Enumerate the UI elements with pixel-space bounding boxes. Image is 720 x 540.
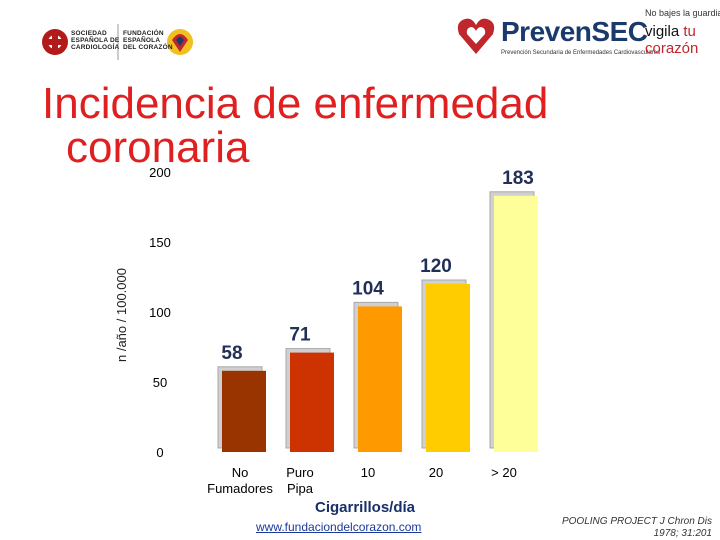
sec-logo-line: ESPAÑOLA DE	[71, 37, 120, 44]
corazon-word: corazón	[645, 40, 699, 57]
y-tick-label: 0	[156, 445, 163, 460]
website-link[interactable]: www.fundaciondelcorazon.com	[256, 520, 422, 534]
fundacion-logo-line: DEL CORAZÓN	[123, 44, 173, 51]
vigila-word: vigila	[645, 23, 680, 40]
fundacion-logo-line: ESPAÑOLA	[123, 37, 161, 44]
vigila-tu-corazon-logo: No bajes la guardia vigila tu corazón	[645, 8, 720, 66]
tu-word: tu	[683, 23, 696, 40]
bar-value-label: 183	[502, 168, 534, 189]
bar-value-label: 104	[352, 278, 384, 299]
x-category-label: > 20	[491, 465, 517, 480]
title-line-1: Incidencia de enfermedad	[42, 79, 549, 128]
bar	[290, 352, 334, 452]
title-line-2: coronaria	[66, 123, 250, 172]
vigila-tagline: No bajes la guardia	[645, 8, 720, 18]
prevensec-name: PrevenSEC	[501, 16, 648, 47]
prevensec-subtitle: Prevención Secundaria de Enfermedades Ca…	[501, 50, 661, 56]
bar-value-label: 71	[289, 325, 311, 346]
prevensec-logo: PrevenSEC Prevención Secundaria de Enfer…	[455, 14, 660, 58]
bar	[222, 370, 266, 452]
bar	[494, 195, 538, 453]
bar-value-label: 120	[420, 256, 452, 277]
x-category-label: Puro	[286, 465, 313, 480]
x-category-label: 10	[361, 465, 375, 480]
page-title: Incidencia de enfermedad coronaria	[42, 82, 682, 170]
x-axis-label: Cigarrillos/día	[315, 499, 416, 516]
x-category-label: 20	[429, 465, 443, 480]
bar-value-label: 58	[221, 343, 242, 364]
fundacion-logo-line: FUNDACIÓN	[123, 30, 164, 37]
y-tick-label: 100	[149, 305, 171, 320]
source-citation: POOLING PROJECT J Chron Dis 1978; 31:201	[561, 516, 712, 539]
y-axis-label: n /año / 100.000	[114, 268, 129, 362]
y-tick-label: 200	[149, 165, 171, 180]
sec-fundacion-logo: SOCIEDAD ESPAÑOLA DE CARDIOLOGÍA FUNDACI…	[40, 20, 200, 64]
bar	[426, 284, 470, 452]
sec-logo-line: SOCIEDAD	[71, 30, 107, 37]
y-tick-label: 50	[153, 375, 167, 390]
x-category-label: Pipa	[287, 481, 314, 496]
x-category-label: No	[232, 465, 249, 480]
y-tick-label: 150	[149, 235, 171, 250]
prevensec-heart-icon	[457, 18, 495, 55]
x-category-label: Fumadores	[207, 481, 273, 496]
sec-heart-icon	[42, 24, 193, 60]
sec-logo-line: CARDIOLOGÍA	[71, 44, 120, 51]
bar	[358, 306, 402, 452]
